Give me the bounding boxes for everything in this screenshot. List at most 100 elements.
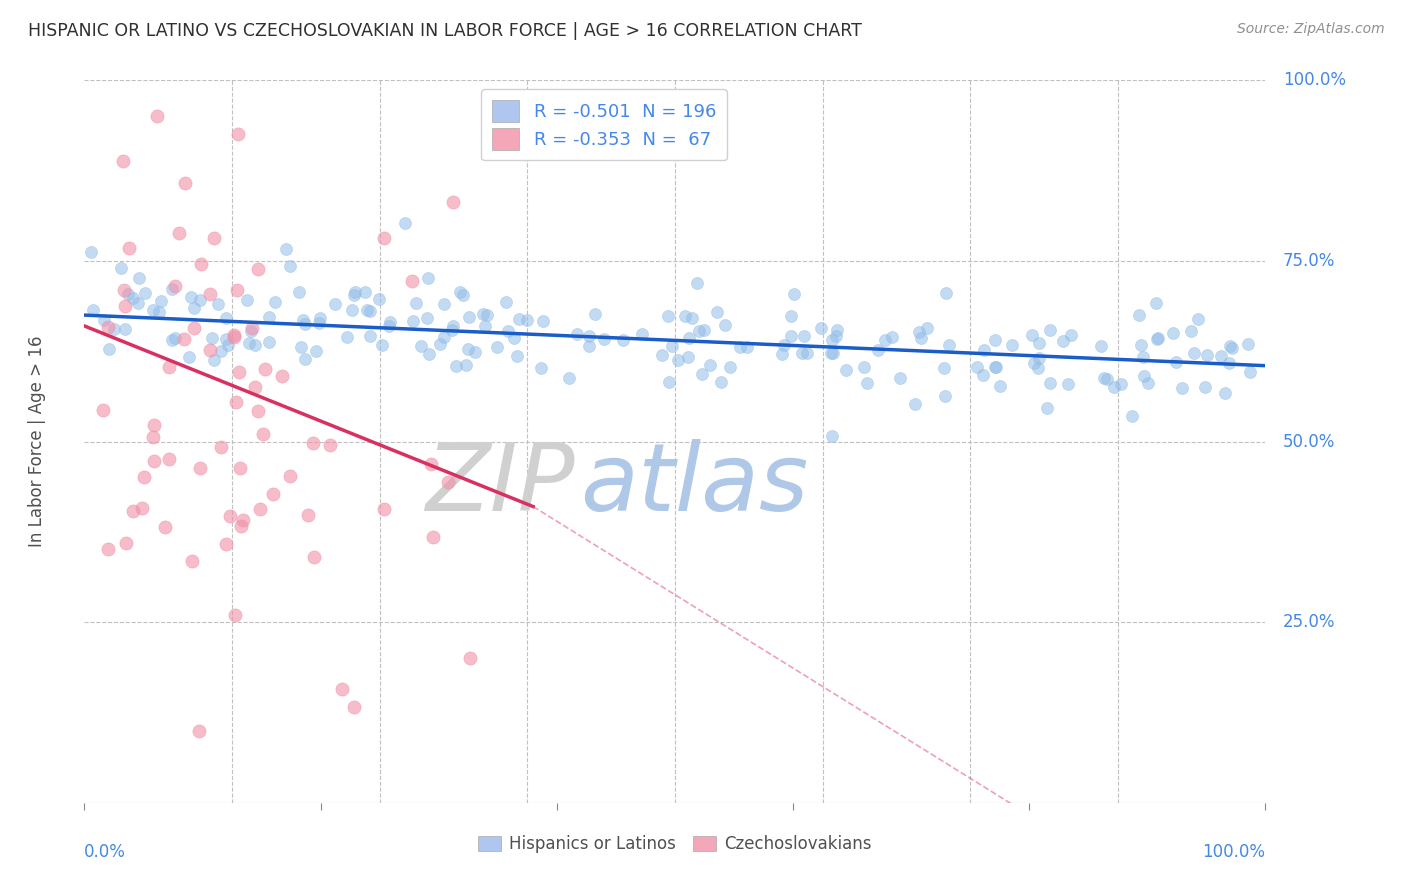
Point <box>239 324 262 338</box>
Point <box>297 508 319 522</box>
Point <box>236 293 259 308</box>
Point <box>718 359 741 374</box>
Point <box>440 322 463 336</box>
Text: 0.0%: 0.0% <box>84 843 127 861</box>
Point <box>405 296 427 310</box>
Point <box>291 313 314 327</box>
Point <box>1121 409 1143 423</box>
Point <box>988 378 1011 392</box>
Point <box>1090 339 1112 353</box>
Point <box>1180 324 1202 338</box>
Point <box>873 334 896 348</box>
Point <box>188 460 211 475</box>
Point <box>714 318 737 332</box>
Point <box>420 458 443 472</box>
Point <box>214 537 236 551</box>
Point <box>367 293 389 307</box>
Point <box>496 325 519 339</box>
Point <box>157 359 180 374</box>
Point <box>343 285 366 299</box>
Point <box>457 343 479 357</box>
Point <box>658 375 681 389</box>
Point <box>188 293 211 308</box>
Point <box>984 333 1007 347</box>
Point <box>401 274 423 288</box>
Point <box>852 360 875 375</box>
Point <box>378 319 401 334</box>
Point <box>444 359 467 373</box>
Point <box>827 323 849 337</box>
Point <box>294 317 316 331</box>
Point <box>938 338 960 352</box>
Point <box>783 287 806 301</box>
Point <box>779 309 801 323</box>
Point <box>112 153 135 168</box>
Point <box>274 242 297 256</box>
Point <box>245 338 267 352</box>
Point <box>214 332 236 346</box>
Point <box>343 700 366 714</box>
Point <box>202 231 225 245</box>
Point <box>370 338 392 352</box>
Point <box>173 177 195 191</box>
Point <box>165 331 187 345</box>
Point <box>793 329 815 343</box>
Point <box>1182 346 1205 360</box>
Point <box>80 244 103 259</box>
Point <box>773 337 796 351</box>
Point <box>1022 356 1045 370</box>
Point <box>394 216 416 230</box>
Text: 25.0%: 25.0% <box>1284 613 1336 632</box>
Point <box>336 330 359 344</box>
Point <box>110 261 132 276</box>
Point <box>181 554 204 568</box>
Point <box>935 286 957 301</box>
Point <box>1092 371 1115 385</box>
Point <box>1026 361 1049 376</box>
Point <box>530 361 553 376</box>
Point <box>437 475 460 489</box>
Point <box>728 340 751 354</box>
Point <box>270 369 292 384</box>
Point <box>232 513 254 527</box>
Point <box>330 682 353 697</box>
Point <box>593 332 616 346</box>
Point <box>1060 328 1083 343</box>
Point <box>378 315 401 329</box>
Point <box>1146 332 1168 346</box>
Point <box>454 359 477 373</box>
Point <box>418 347 440 361</box>
Point <box>973 343 995 358</box>
Point <box>1132 350 1154 364</box>
Point <box>207 296 229 310</box>
Point <box>1220 341 1243 355</box>
Point <box>1130 338 1153 352</box>
Point <box>1028 351 1050 365</box>
Point <box>578 339 600 353</box>
Point <box>821 346 844 360</box>
Point <box>114 299 136 313</box>
Point <box>143 454 166 468</box>
Point <box>278 260 301 274</box>
Text: 100.0%: 100.0% <box>1202 843 1265 861</box>
Point <box>305 343 328 358</box>
Point <box>290 340 312 354</box>
Point <box>820 345 842 359</box>
Point <box>1219 339 1241 353</box>
Point <box>710 375 733 389</box>
Point <box>128 270 150 285</box>
Point <box>934 361 956 376</box>
Point <box>821 429 844 443</box>
Point <box>474 318 496 333</box>
Point <box>202 353 225 368</box>
Point <box>190 257 212 271</box>
Point <box>249 502 271 516</box>
Point <box>209 343 232 358</box>
Point <box>825 329 848 343</box>
Point <box>1218 355 1240 369</box>
Point <box>1021 327 1043 342</box>
Point <box>1039 376 1062 391</box>
Point <box>810 321 832 335</box>
Point <box>676 351 699 365</box>
Point <box>114 322 136 336</box>
